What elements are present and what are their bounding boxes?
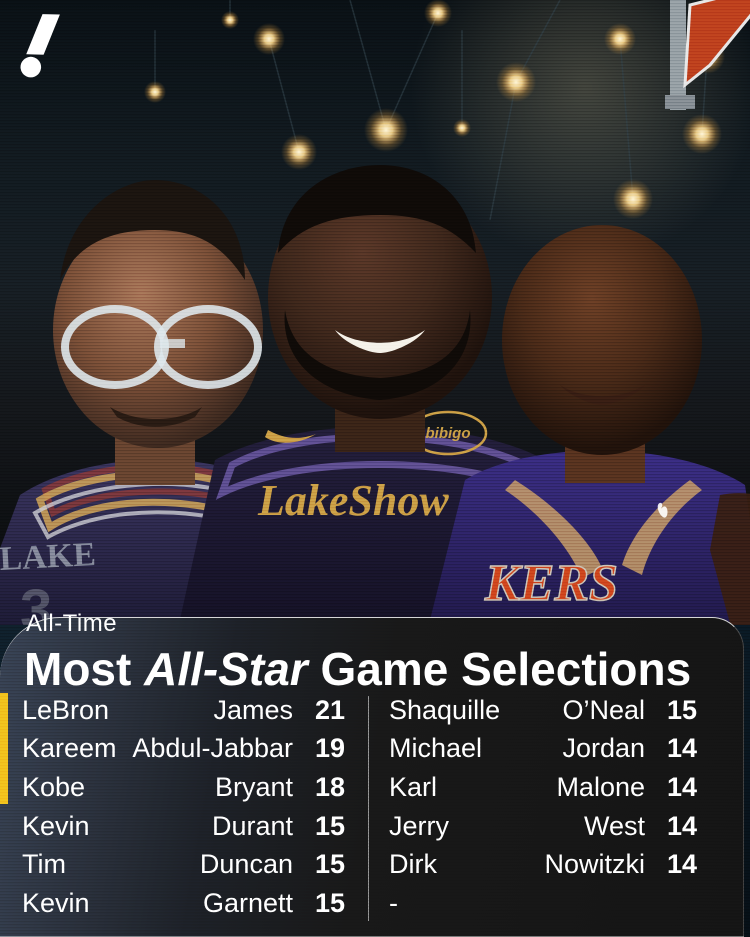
svg-text:LAKE: LAKE	[0, 536, 97, 578]
svg-text:KERS: KERS	[484, 555, 618, 612]
